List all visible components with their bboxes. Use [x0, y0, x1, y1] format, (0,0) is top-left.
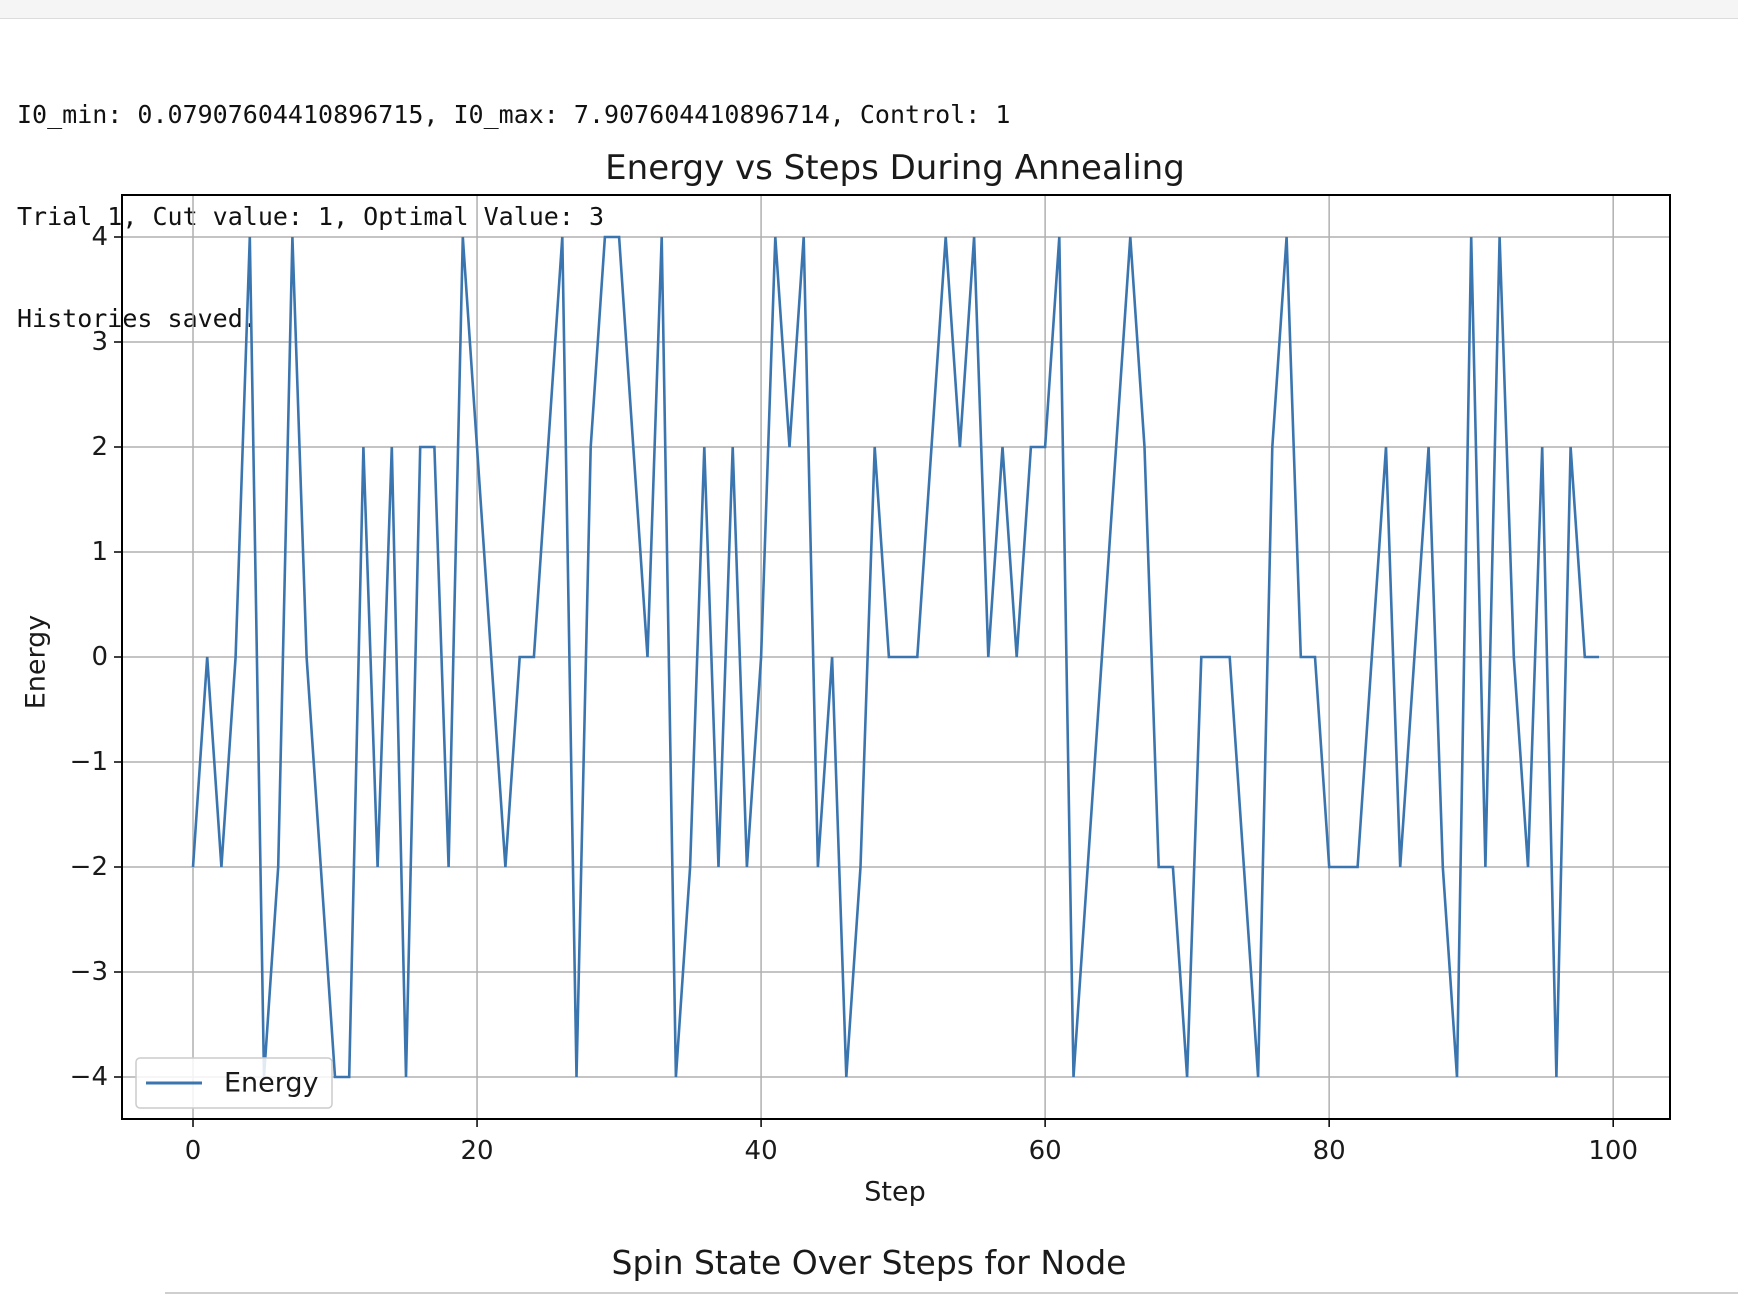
x-tick-label: 40 [745, 1136, 778, 1166]
console-line: Trial 1, Cut value: 1, Optimal Value: 3 [17, 202, 604, 231]
x-tick-label: 60 [1029, 1136, 1062, 1166]
grid-lines [122, 195, 1670, 1119]
next-plot-top-edge [165, 1292, 1738, 1294]
y-tick-label: 3 [91, 327, 108, 357]
legend-label-energy: Energy [224, 1068, 319, 1099]
console-line: Histories saved. [17, 304, 258, 333]
series-layer [191, 235, 1599, 1079]
x-tick-label: 0 [185, 1136, 202, 1166]
y-tick-label: −4 [70, 1062, 108, 1092]
x-tick-label: 100 [1588, 1136, 1638, 1166]
y-tick-label: 2 [91, 432, 108, 462]
series-line-energy [191, 235, 1599, 1079]
console-line: I0_min: 0.07907604410896715, I0_max: 7.9… [17, 100, 1011, 129]
legend-box [135, 1057, 333, 1109]
output-area-top-bar [0, 0, 1738, 19]
chart-title: Energy vs Steps During Annealing [605, 148, 1185, 188]
x-axis-label: Step [864, 1177, 925, 1208]
y-tick-label: −2 [70, 852, 108, 882]
next-plot-title: Spin State Over Steps for Node [611, 1243, 1127, 1282]
y-tick-label: 0 [91, 642, 108, 672]
y-axis-ticks: 4 3 2 1 0 −1 −2 −3 −4 [70, 222, 122, 1092]
y-axis-label: Energy [21, 615, 52, 710]
x-axis-ticks: 0 20 40 60 80 100 [185, 1119, 1638, 1166]
y-tick-label: −3 [70, 957, 108, 987]
y-tick-label: −1 [70, 747, 108, 777]
y-tick-label: 4 [91, 222, 108, 252]
energy-line-chart: Energy vs Steps During Annealing 0 20 40 60… [21, 148, 1671, 1208]
x-tick-label: 20 [460, 1136, 493, 1166]
console-output: I0_min: 0.07907604410896715, I0_max: 7.9… [17, 30, 1010, 370]
x-tick-label: 80 [1313, 1136, 1346, 1166]
legend: Energy [135, 1057, 333, 1109]
y-tick-label: 1 [91, 537, 108, 567]
